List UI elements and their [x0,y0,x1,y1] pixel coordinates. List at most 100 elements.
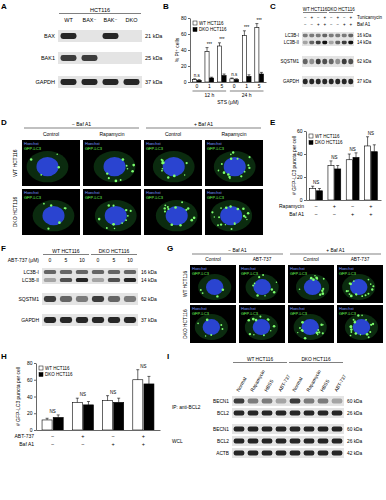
error-bar [247,75,250,77]
tick-mark [188,50,190,51]
puncta [229,178,231,180]
band [276,399,287,404]
condition-label: Tunicamycin [357,15,383,20]
plot-area [310,137,378,200]
error-bar [206,48,209,52]
blot-strip [302,39,354,46]
condition-sign: 5 [65,257,68,263]
band [309,41,314,45]
puncta [50,204,52,206]
puncta [186,162,188,164]
micrograph [22,189,80,235]
puncta [349,283,351,285]
condition-sign: 0 [97,257,100,263]
puncta [205,335,206,336]
condition-sign: + [310,15,313,20]
bar [83,405,93,430]
puncta [164,207,166,209]
band [234,399,245,404]
bar [205,52,209,82]
row-label: GAPDH [283,79,299,84]
band [60,278,72,282]
puncta [314,275,316,277]
band [342,41,347,45]
band [329,41,334,45]
micrograph-field [190,265,236,303]
puncta [229,205,231,207]
kda-label: 21 kDa [145,33,163,39]
error-bar [366,137,369,146]
band [290,439,301,444]
band [248,427,259,432]
error-bar [198,79,201,81]
puncta [299,327,301,329]
bar [144,384,154,430]
puncta [355,332,358,335]
nucleus [36,157,58,176]
nucleus [206,279,223,295]
row-label: BCL2 [217,439,229,444]
tick-label: 1 [245,83,248,89]
kda-label: 14 kDa [357,40,372,45]
puncta [30,158,32,160]
puncta [350,325,353,328]
condition-sign: + [351,211,354,217]
significance: *** [219,37,225,42]
band [44,278,56,282]
group-header: − Baf A1 [228,248,247,253]
puncta [321,292,324,295]
nucleus [350,279,367,295]
band [108,296,120,302]
puncta [254,283,256,285]
plot-area [42,370,154,430]
tick-label: 60 [297,128,303,134]
tick-label: 20 [27,410,33,416]
channel-label: GFP-LC3 [207,195,225,200]
puncta [174,206,177,209]
lane-label: HBSS [320,379,331,393]
cytoplasm [245,314,278,340]
micrograph-field [288,305,334,343]
nucleus [203,319,220,335]
band [332,411,343,416]
nucleus [166,206,188,225]
tick-mark [188,34,190,35]
bar [365,146,371,200]
puncta [206,318,209,321]
condition-sign: + [81,433,84,439]
band [103,33,119,39]
band [316,41,321,45]
tick: 1 [245,83,248,89]
band [124,317,136,323]
header-rule [192,254,283,255]
nucleus [224,157,246,176]
bar [371,152,377,200]
puncta [252,318,255,321]
band [318,451,329,456]
puncta [173,175,176,178]
axis-line [306,132,307,201]
y-axis: 020406080 [181,15,191,85]
header-rule [43,254,89,255]
tick-label: 20 [181,63,187,69]
puncta [161,160,163,162]
bar [310,189,316,201]
bar [133,380,143,430]
tick-label: 40 [27,394,33,400]
band [234,451,245,456]
column-label: Rapamycin [221,131,246,137]
puncta [58,166,60,168]
nucleus [253,279,270,295]
bar [72,402,82,430]
channel-label: GFP-LC3 [85,195,103,200]
panel-label: C [270,2,276,11]
blot-strip [58,30,142,42]
kda-label: 16 kDa [357,33,372,38]
band [124,270,136,274]
tick-label: 0 [233,83,236,89]
puncta [240,175,242,177]
kda-label: 37 kDa [145,79,163,85]
puncta [267,318,269,320]
puncta [321,290,323,292]
band [304,399,315,404]
